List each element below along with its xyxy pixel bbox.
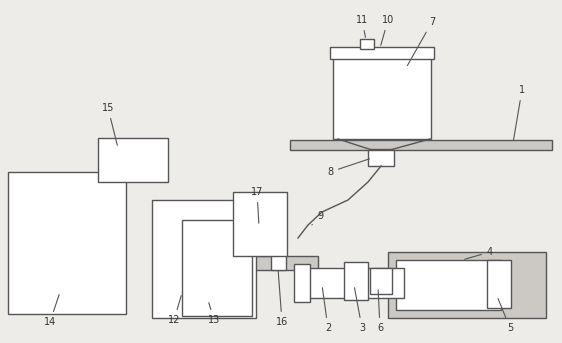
Bar [271,248,286,270]
Bar [152,200,256,318]
Bar [98,138,168,182]
Bar [233,192,287,256]
Text: 6: 6 [377,290,383,333]
Bar [294,264,310,302]
Bar [251,226,269,233]
Bar [360,39,374,49]
Bar [370,149,392,159]
Text: 8: 8 [327,159,369,177]
Text: 3: 3 [355,288,365,333]
Text: 11: 11 [356,15,368,37]
Bar [487,260,511,308]
Bar [396,260,501,310]
Text: 7: 7 [407,17,435,66]
Bar [388,252,546,318]
Text: 14: 14 [44,295,59,327]
Text: 10: 10 [381,15,394,45]
Bar [296,268,404,298]
Bar [290,140,552,150]
Bar [333,57,431,139]
Bar [182,220,252,316]
Text: 12: 12 [168,296,181,325]
Bar [368,150,394,166]
Text: 16: 16 [276,271,288,327]
Bar [248,233,272,240]
Text: 2: 2 [323,288,331,333]
Text: 13: 13 [208,303,220,325]
Text: 15: 15 [102,103,117,145]
Bar [8,172,126,314]
Bar [344,262,368,300]
Bar [370,268,392,294]
Text: 4: 4 [465,247,493,259]
Text: 17: 17 [251,187,263,223]
Bar [254,256,318,270]
Text: 5: 5 [498,298,513,333]
Text: 9: 9 [312,211,323,225]
Bar [330,47,434,59]
Text: 1: 1 [514,85,525,140]
